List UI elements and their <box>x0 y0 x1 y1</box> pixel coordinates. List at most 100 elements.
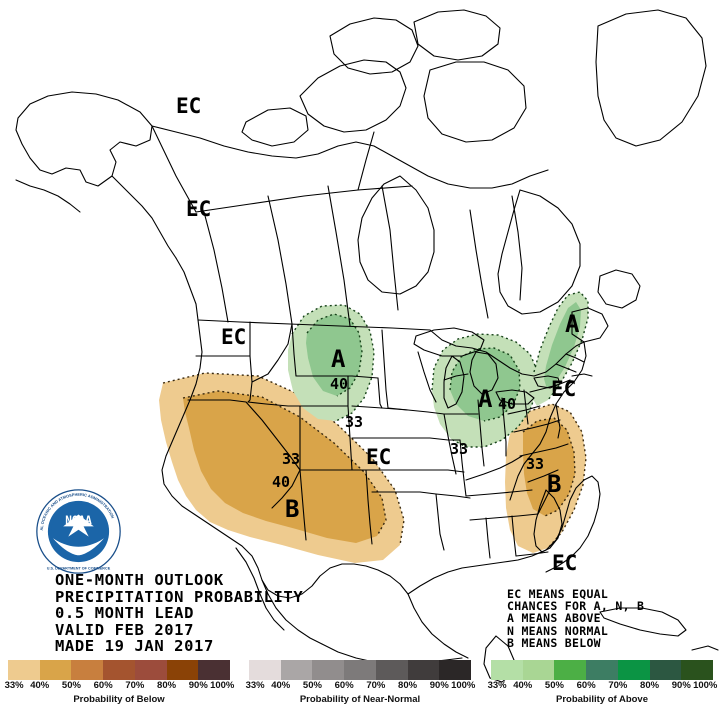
map-label-b-southwest: B <box>285 495 300 523</box>
outline-arctic-islands-4 <box>241 107 309 147</box>
border-manitoba-ontario <box>381 185 399 311</box>
border-ia-mo <box>407 437 461 441</box>
outline-lake-erie <box>495 389 535 405</box>
colorbar-above-swatch-3 <box>586 660 618 680</box>
colorbar-above-tick-4: 70% <box>608 680 628 691</box>
contour-southeast-40 <box>522 417 576 517</box>
outline-mexico-east <box>407 593 469 659</box>
border-sask-manitoba <box>327 185 351 327</box>
outline-cuba <box>599 607 687 637</box>
outline-hudson-bay <box>357 175 435 295</box>
outline-alaska-panhandle <box>111 175 177 259</box>
colorbar-above-tick-5: 80% <box>640 680 660 691</box>
border-or-ca <box>187 399 247 403</box>
border-il-in <box>477 399 485 467</box>
map-label-40-great-lakes: 40 <box>498 395 517 413</box>
border-ky-tn <box>465 489 533 497</box>
colorbar-below-swatch-1 <box>39 660 72 680</box>
outline-alaska <box>15 91 153 187</box>
colorbar-near-normal-tick-4: 70% <box>366 680 386 691</box>
border-oh-pa <box>523 389 529 425</box>
colorbar-below-ticks: 33% 40% 50% 60% 70% 80% 90% 100% <box>5 680 235 693</box>
outline-east-coast <box>509 341 587 501</box>
title-block: ONE-MONTH OUTLOOK PRECIPITATION PROBABIL… <box>55 572 303 655</box>
border-ar-la <box>435 493 471 499</box>
outline-maritimes <box>571 307 609 343</box>
border-new-england <box>565 353 585 363</box>
colorbar-above-tick-2: 50% <box>544 680 564 691</box>
colorbar-above-swatch-5 <box>649 660 682 680</box>
title-line-lead: 0.5 MONTH LEAD <box>55 604 195 623</box>
outline-newfoundland <box>597 269 641 309</box>
ec-key-block: EC MEANS EQUAL CHANCES FOR A, N, B A MEA… <box>507 588 644 649</box>
outline-greenland <box>595 9 707 147</box>
colorbar-above-swatch-1 <box>522 660 555 680</box>
border-mn-ia-line <box>387 407 445 415</box>
border-great-lakes-east <box>429 329 585 377</box>
title-line-outlook: ONE-MONTH OUTLOOK <box>55 571 224 589</box>
colorbar-above-title: Probability of Above <box>555 694 649 705</box>
outline-hispaniola <box>691 645 719 651</box>
probability-shading <box>159 291 589 563</box>
map-label-ec-pacific-northwest: EC <box>221 325 247 349</box>
outline-labrador <box>497 189 581 315</box>
outline-gulf-coast <box>407 475 601 595</box>
colorbar-near-normal-swatch-1 <box>280 660 313 680</box>
border-us-canada-49 <box>197 319 431 331</box>
colorbar-above-swatch-4 <box>617 660 650 680</box>
noaa-logo-wordmark: NOAA <box>65 514 92 527</box>
colorbar-above-swatches <box>491 660 714 680</box>
contour-southeast-33 <box>512 403 587 549</box>
noaa-logo: NOAA NATIONAL OCEANIC AND ATMOSPHERIC AD… <box>36 489 121 574</box>
colorbar-above-ticks: 33% 40% 50% 60% 70% 80% 90% 100% <box>487 680 718 693</box>
border-ny-ne <box>555 363 577 373</box>
colorbar-below-swatch-0 <box>8 660 40 680</box>
ec-key-line-1: EC MEANS EQUAL <box>507 587 609 601</box>
map-label-a-great-lakes: A <box>478 385 493 413</box>
map-label-33-southeast: 33 <box>526 455 545 473</box>
colorbar-above-tick-1: 40% <box>513 680 533 691</box>
map-label-ec-british-columbia: EC <box>186 197 212 221</box>
map-label-a-new-england: A <box>565 310 580 338</box>
colorbar-below-tick-4: 70% <box>125 680 145 691</box>
colorbar-below-tick-6: 90% <box>188 680 208 691</box>
contour-southwest-33 <box>162 372 405 546</box>
colorbar-above-tick-0: 33% <box>487 680 507 691</box>
colorbar-near-normal-tick-6: 90% <box>429 680 449 691</box>
title-line-valid: VALID FEB 2017 <box>55 620 195 639</box>
ec-key-line-2: CHANCES FOR A, N, B <box>507 599 645 614</box>
border-ok-tx <box>371 491 437 495</box>
map-label-33-ohio-valley: 33 <box>450 440 469 458</box>
border-ga-fl <box>515 551 549 557</box>
map-label-ec-northwest-territories: EC <box>176 94 202 118</box>
border-va-md-wv <box>513 419 561 433</box>
colorbar-below-tick-1: 40% <box>30 680 50 691</box>
colorbar-above-tick-3: 60% <box>576 680 596 691</box>
noaa-logo-bird <box>63 514 94 537</box>
colorbar-below-tick-7: 100% <box>210 680 235 691</box>
border-nd-mn <box>381 329 389 409</box>
colorbar-above-swatch-2 <box>554 660 587 680</box>
border-id-mt <box>251 323 293 383</box>
border-mo-east <box>459 439 467 497</box>
map-label-b-southeast: B <box>547 470 562 498</box>
colorbar-near-normal-tick-1: 40% <box>271 680 291 691</box>
border-ms-al <box>485 517 491 559</box>
map-label-ec-central-plains: EC <box>366 445 392 469</box>
border-mt-wy <box>291 323 297 377</box>
border-tn-ms-al <box>469 513 539 521</box>
outline-aleutians <box>15 179 81 213</box>
border-or-id <box>247 381 253 403</box>
border-pa-ny <box>529 379 571 393</box>
outline-baffin <box>423 61 527 143</box>
outline-arctic-islands-2 <box>329 17 419 75</box>
outline-lake-huron <box>469 351 499 395</box>
border-ky-oh-river <box>465 455 523 481</box>
outline-yucatan <box>483 635 515 683</box>
outline-lake-superior <box>413 327 485 357</box>
colorbar-below-tick-2: 50% <box>61 680 81 691</box>
colorbar-near-normal-swatch-6 <box>439 660 472 680</box>
border-ia-il <box>443 413 457 475</box>
colorbar-near-normal-title: Probability of Near-Normal <box>299 694 421 705</box>
colorbar-above-swatch-0 <box>491 660 523 680</box>
